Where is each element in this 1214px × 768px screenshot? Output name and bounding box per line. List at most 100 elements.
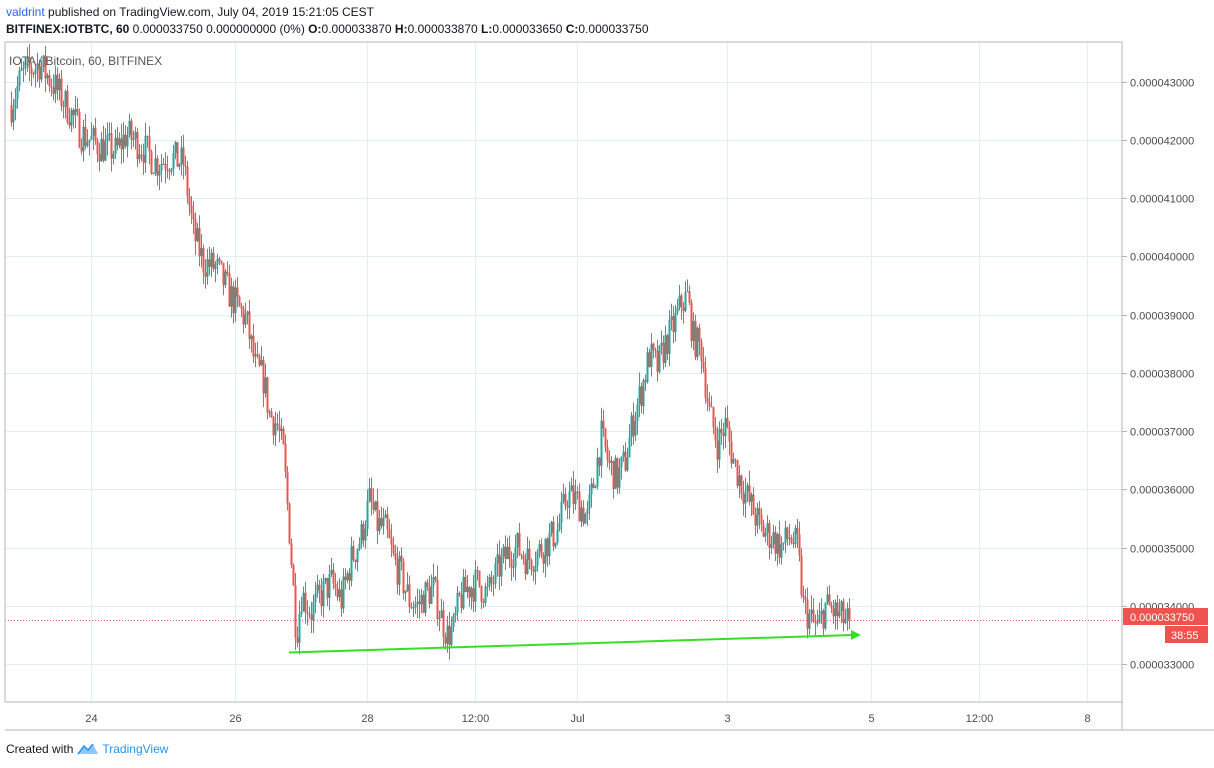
candle[interactable] [782, 542, 785, 551]
candle[interactable] [700, 338, 703, 374]
candle[interactable] [120, 124, 123, 164]
candle[interactable] [324, 577, 327, 585]
candle[interactable] [346, 570, 349, 584]
candle[interactable] [570, 477, 573, 492]
candle[interactable] [708, 392, 711, 412]
candle[interactable] [584, 512, 587, 524]
candle[interactable] [316, 574, 319, 598]
candle[interactable] [528, 540, 531, 570]
candle[interactable] [622, 445, 625, 462]
candle[interactable] [212, 246, 215, 272]
candle[interactable] [648, 348, 651, 368]
candle[interactable] [452, 613, 455, 632]
candle[interactable] [380, 506, 383, 529]
candle[interactable] [96, 137, 99, 163]
candle[interactable] [492, 575, 495, 597]
candle[interactable] [166, 155, 169, 179]
candle[interactable] [636, 398, 639, 435]
candle[interactable] [640, 382, 643, 414]
candle[interactable] [848, 598, 851, 629]
candle[interactable] [192, 201, 195, 235]
candle[interactable] [202, 244, 205, 285]
candle[interactable] [250, 334, 253, 353]
candle[interactable] [832, 599, 835, 624]
candle[interactable] [720, 418, 723, 445]
candle[interactable] [806, 587, 809, 639]
candle[interactable] [270, 408, 273, 419]
candle[interactable] [530, 558, 533, 576]
candle[interactable] [216, 253, 219, 275]
candle[interactable] [102, 125, 105, 163]
candle[interactable] [716, 426, 719, 473]
candle[interactable] [634, 411, 637, 441]
candle[interactable] [170, 167, 173, 176]
candle[interactable] [744, 477, 747, 518]
candle[interactable] [18, 67, 21, 92]
author-link[interactable]: valdrint [6, 5, 45, 19]
candle[interactable] [162, 157, 165, 165]
candle[interactable] [482, 598, 485, 609]
candle[interactable] [158, 164, 161, 191]
candle[interactable] [788, 523, 791, 546]
candle[interactable] [486, 575, 489, 597]
candle[interactable] [20, 58, 23, 72]
candle[interactable] [136, 127, 139, 168]
candle[interactable] [606, 439, 609, 468]
candle[interactable] [676, 298, 679, 316]
candle[interactable] [262, 356, 265, 408]
candle[interactable] [726, 405, 729, 429]
candle[interactable] [80, 138, 83, 155]
candle[interactable] [138, 143, 141, 164]
candle[interactable] [312, 594, 315, 633]
candle[interactable] [388, 519, 391, 539]
candle[interactable] [374, 500, 377, 512]
candle[interactable] [68, 107, 71, 129]
candle[interactable] [184, 155, 187, 175]
candle[interactable] [164, 152, 167, 184]
candle[interactable] [228, 264, 231, 307]
candle[interactable] [790, 534, 793, 545]
candle[interactable] [76, 97, 79, 117]
candle[interactable] [224, 269, 227, 289]
candle[interactable] [458, 591, 461, 597]
candle[interactable] [430, 574, 433, 605]
candle[interactable] [306, 600, 309, 626]
candle[interactable] [626, 447, 629, 472]
candle[interactable] [436, 565, 439, 627]
candle[interactable] [460, 582, 463, 614]
candle[interactable] [130, 118, 133, 150]
candle[interactable] [50, 78, 53, 97]
candle[interactable] [298, 600, 301, 655]
candle[interactable] [800, 548, 803, 599]
candle[interactable] [118, 132, 121, 149]
candle[interactable] [218, 257, 221, 266]
candle[interactable] [628, 424, 631, 458]
candle[interactable] [550, 520, 553, 537]
candle[interactable] [64, 89, 67, 119]
candle[interactable] [488, 574, 491, 591]
candle[interactable] [62, 100, 65, 119]
candle[interactable] [288, 502, 291, 545]
candle[interactable] [526, 536, 529, 575]
candle[interactable] [596, 447, 599, 490]
candle[interactable] [52, 74, 55, 101]
candle[interactable] [256, 341, 259, 359]
candle[interactable] [758, 500, 761, 530]
candle[interactable] [556, 515, 559, 546]
candle[interactable] [764, 527, 767, 543]
candle[interactable] [698, 323, 701, 356]
candle[interactable] [560, 491, 563, 534]
candle[interactable] [222, 262, 225, 296]
candle[interactable] [580, 500, 583, 528]
candle[interactable] [294, 573, 297, 651]
candle[interactable] [182, 134, 185, 180]
candle[interactable] [70, 107, 73, 133]
candle[interactable] [754, 507, 757, 537]
candle[interactable] [418, 589, 421, 619]
candle[interactable] [810, 595, 813, 623]
candle[interactable] [248, 299, 251, 349]
candle[interactable] [188, 188, 191, 216]
candle[interactable] [616, 457, 619, 495]
candle[interactable] [282, 426, 285, 445]
